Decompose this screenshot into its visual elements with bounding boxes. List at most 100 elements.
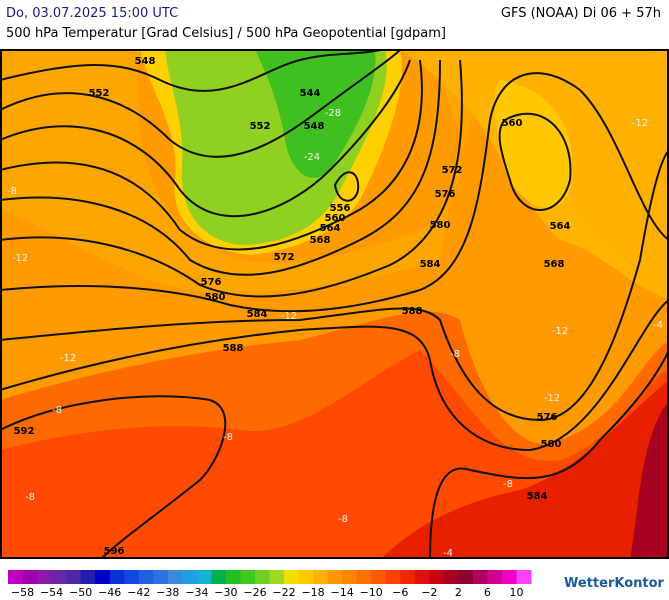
temperature-label: -4 bbox=[443, 548, 453, 559]
temperature-label: -24 bbox=[304, 152, 320, 163]
colorbar-swatch bbox=[400, 570, 416, 584]
colorbar-label: −10 bbox=[360, 586, 383, 599]
colorbar-swatch bbox=[66, 570, 82, 584]
colorbar-label: −58 bbox=[11, 586, 34, 599]
colorbar-swatch bbox=[284, 570, 300, 584]
geopotential-label: 544 bbox=[300, 88, 321, 99]
geopotential-label: 548 bbox=[135, 56, 156, 67]
geopotential-label: 572 bbox=[274, 252, 295, 263]
colorbar-label: −26 bbox=[243, 586, 266, 599]
temperature-label: -4 bbox=[653, 320, 663, 331]
temperature-label: -12 bbox=[544, 393, 560, 404]
geopotential-label: 568 bbox=[544, 259, 565, 270]
colorbar-swatch bbox=[240, 570, 256, 584]
geopotential-label: 584 bbox=[247, 309, 268, 320]
geopotential-label: 576 bbox=[435, 189, 456, 200]
temperature-field bbox=[1, 50, 668, 558]
geopotential-label: 568 bbox=[310, 235, 331, 246]
colorbar-label: 10 bbox=[509, 586, 523, 599]
model-run: GFS (NOAA) Di 06 + 57h bbox=[500, 6, 661, 21]
geopotential-label: 552 bbox=[250, 121, 271, 132]
geopotential-label: 564 bbox=[320, 223, 341, 234]
colorbar-swatch bbox=[385, 570, 401, 584]
geopotential-label: 556 bbox=[330, 203, 351, 214]
temperature-label: -8 bbox=[450, 349, 460, 360]
geopotential-label: 588 bbox=[402, 306, 423, 317]
geopotential-label: 584 bbox=[420, 259, 441, 270]
colorbar-swatch bbox=[414, 570, 430, 584]
colorbar-swatch bbox=[80, 570, 96, 584]
temperature-label: -8 bbox=[7, 186, 17, 197]
colorbar-swatch bbox=[182, 570, 198, 584]
colorbar-swatch bbox=[225, 570, 241, 584]
colorbar-swatch bbox=[342, 570, 358, 584]
colorbar-swatch bbox=[501, 570, 517, 584]
temperature-label: -12 bbox=[12, 253, 28, 264]
colorbar-label: −34 bbox=[185, 586, 208, 599]
logo: WetterKontor bbox=[564, 576, 664, 591]
colorbar-swatch bbox=[124, 570, 140, 584]
colorbar-label: −46 bbox=[98, 586, 121, 599]
colorbar-swatch bbox=[327, 570, 343, 584]
geopotential-label: 552 bbox=[89, 88, 110, 99]
colorbar-label: −6 bbox=[392, 586, 408, 599]
temperature-label: -12 bbox=[632, 118, 648, 129]
colorbar-swatch bbox=[109, 570, 125, 584]
temperature-label: -12 bbox=[552, 326, 568, 337]
colorbar-swatch bbox=[443, 570, 459, 584]
colorbar-swatch bbox=[95, 570, 111, 584]
colorbar-swatch bbox=[37, 570, 53, 584]
datetime: Do, 03.07.2025 15:00 UTC bbox=[6, 6, 179, 21]
colorbar-label: −2 bbox=[421, 586, 437, 599]
colorbar-swatch bbox=[211, 570, 227, 584]
colorbar-label: 6 bbox=[484, 586, 491, 599]
colorbar-swatch bbox=[51, 570, 67, 584]
colorbar-label: −38 bbox=[156, 586, 179, 599]
colorbar-swatch bbox=[429, 570, 445, 584]
temperature-label: -8 bbox=[503, 479, 513, 490]
colorbar-label: −14 bbox=[331, 586, 354, 599]
colorbar-swatch bbox=[138, 570, 154, 584]
colorbar-swatch bbox=[487, 570, 503, 584]
colorbar-swatch bbox=[8, 570, 24, 584]
colorbar-swatch bbox=[167, 570, 183, 584]
temperature-label: -8 bbox=[223, 432, 233, 443]
temperature-label: -28 bbox=[325, 108, 341, 119]
geopotential-label: 580 bbox=[430, 220, 451, 231]
colorbar-swatch bbox=[22, 570, 38, 584]
colorbar-swatch bbox=[516, 570, 532, 584]
geopotential-label: 572 bbox=[442, 165, 463, 176]
colorbar-swatch bbox=[254, 570, 270, 584]
subtitle: 500 hPa Temperatur [Grad Celsius] / 500 … bbox=[6, 26, 447, 41]
geopotential-label: 596 bbox=[104, 546, 125, 557]
temperature-label: -8 bbox=[25, 492, 35, 503]
temperature-label: -12 bbox=[60, 353, 76, 364]
colorbar-label: −30 bbox=[214, 586, 237, 599]
colorbar-swatch bbox=[371, 570, 387, 584]
geopotential-label: 548 bbox=[304, 121, 325, 132]
colorbar-swatch bbox=[196, 570, 212, 584]
colorbar-swatch bbox=[269, 570, 285, 584]
geopotential-label: 584 bbox=[527, 491, 548, 502]
geopotential-contours bbox=[1, 50, 668, 558]
geopotential-label: 560 bbox=[325, 213, 346, 224]
colorbar-swatch bbox=[458, 570, 474, 584]
temperature-label: -8 bbox=[338, 514, 348, 525]
geopotential-label: 576 bbox=[537, 412, 558, 423]
geopotential-label: 592 bbox=[14, 426, 35, 437]
colorbar-label: −50 bbox=[69, 586, 92, 599]
colorbar-swatch bbox=[313, 570, 329, 584]
colorbar-label: −18 bbox=[301, 586, 324, 599]
temperature-label: -8 bbox=[52, 405, 62, 416]
colorbar-label: −22 bbox=[272, 586, 295, 599]
geopotential-label: 564 bbox=[550, 221, 571, 232]
colorbar-label: 2 bbox=[455, 586, 462, 599]
geopotential-label: 580 bbox=[541, 439, 562, 450]
temperature-label: -12 bbox=[281, 311, 297, 322]
geopotential-label: 580 bbox=[205, 292, 226, 303]
colorbar-label: −54 bbox=[40, 586, 63, 599]
colorbar-swatch bbox=[298, 570, 314, 584]
colorbar-swatch bbox=[356, 570, 372, 584]
